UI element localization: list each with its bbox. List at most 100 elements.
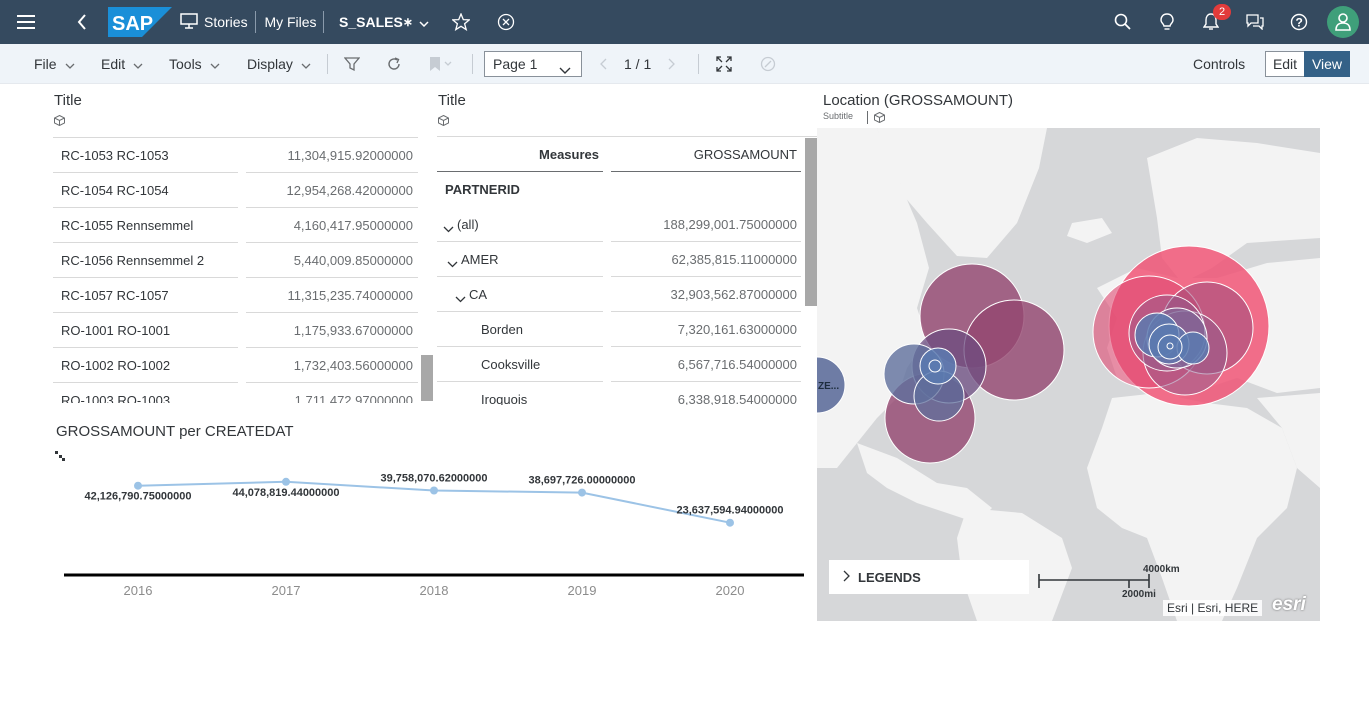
greenland-land — [877, 128, 1047, 258]
data-point — [726, 518, 734, 527]
table-row[interactable]: Iroquois 6,338,918.54000000 — [437, 382, 807, 405]
edit-mode-button[interactable]: Edit — [1265, 51, 1305, 77]
back-icon[interactable] — [66, 0, 98, 44]
row-name-cell: RC-1057 RC-1057 — [61, 288, 169, 303]
table-row[interactable]: Borden 7,320,161.63000000 — [437, 312, 807, 347]
favorite-star-icon[interactable] — [449, 0, 473, 44]
close-story-icon[interactable] — [494, 0, 518, 44]
row-value-cell: 1,175,933.67000000 — [293, 323, 413, 338]
row-divider — [246, 277, 418, 278]
page-select[interactable]: Page 1 — [484, 51, 582, 77]
table-row[interactable]: AMER 62,385,815.11000000 — [437, 242, 807, 277]
row-value-cell: 188,299,001.75000000 — [663, 217, 797, 232]
row-name-cell: RC-1054 RC-1054 — [61, 183, 169, 198]
bubble-label: ZE... — [818, 381, 839, 392]
row-value-cell: 62,385,815.11000000 — [671, 252, 797, 267]
row-divider — [437, 276, 603, 277]
chevron-down-icon[interactable] — [455, 291, 466, 306]
table2-header: Measures GROSSAMOUNT — [437, 137, 807, 172]
table-row[interactable]: RO-1003 RO-1003 1,711,472.97000000 — [53, 383, 418, 403]
view-mode-button[interactable]: View — [1304, 51, 1350, 77]
table2-scrollbar[interactable] — [805, 138, 817, 306]
row-name-cell: Borden — [481, 322, 523, 337]
row-divider — [246, 312, 418, 313]
toolbar-separator — [698, 54, 699, 74]
fullscreen-icon[interactable] — [716, 44, 732, 84]
help-icon[interactable]: ? — [1287, 0, 1311, 44]
map-subtitle: Subtitle — [823, 111, 854, 121]
row-name-cell: AMER — [461, 252, 499, 267]
row-divider — [53, 277, 238, 278]
table-row[interactable]: (all) 188,299,001.75000000 — [437, 207, 807, 242]
table-row[interactable]: RO-1002 RO-1002 1,732,403.56000000 — [53, 348, 418, 383]
toolbar-separator — [327, 54, 328, 74]
my-files-link[interactable]: My Files — [264, 14, 317, 30]
chevron-down-icon — [133, 56, 143, 72]
table-row[interactable]: RO-1001 RO-1001 1,175,933.67000000 — [53, 313, 418, 348]
row-divider — [246, 242, 418, 243]
data-label: 42,126,790.75000000 — [84, 491, 191, 503]
stories-link[interactable]: Stories — [180, 0, 250, 44]
x-tick-label: 2017 — [272, 583, 301, 598]
shell-bar: SAP Stories My Files S_SALES ∗ 2 ? — [0, 0, 1369, 44]
table-row[interactable]: RC-1055 Rennsemmel 4,160,417.95000000 — [53, 208, 418, 243]
refresh-icon[interactable] — [386, 44, 402, 84]
geo-map[interactable]: ZE... 4000km 2000mi Esri | Esri, HERE es… — [817, 128, 1320, 621]
legends-toggle[interactable]: LEGENDS — [829, 560, 1029, 594]
story-title-menu[interactable]: S_SALES ∗ — [339, 0, 434, 44]
table-row[interactable]: RC-1057 RC-1057 11,315,235.74000000 — [53, 278, 418, 313]
chevron-down-icon[interactable] — [443, 221, 454, 236]
table-row[interactable]: RC-1056 Rennsemmel 2 5,440,009.85000000 — [53, 243, 418, 278]
table-row[interactable]: CA 32,903,562.87000000 — [437, 277, 807, 312]
controls-button[interactable]: Controls — [1193, 56, 1246, 72]
sap-logo[interactable]: SAP — [107, 0, 173, 44]
next-page-icon[interactable] — [668, 44, 676, 84]
x-tick-label: 2016 — [124, 583, 153, 598]
menu-icon[interactable] — [10, 0, 42, 44]
chevron-down-icon[interactable] — [447, 256, 458, 271]
measures-header: Measures — [539, 147, 599, 162]
display-menu[interactable]: Display — [247, 44, 311, 84]
row-name-cell: RO-1002 RO-1002 — [61, 358, 171, 373]
row-value-cell: 1,711,472.97000000 — [294, 393, 413, 403]
row-value-cell: 32,903,562.87000000 — [670, 287, 797, 302]
table1-top-line — [53, 137, 418, 138]
row-name-cell: RC-1053 RC-1053 — [61, 148, 169, 163]
svg-text:?: ? — [1296, 16, 1303, 30]
row-divider — [437, 241, 603, 242]
row-value-cell: 4,160,417.95000000 — [293, 218, 413, 233]
edit-menu[interactable]: Edit — [101, 44, 143, 84]
x-tick-label: 2019 — [568, 583, 597, 598]
file-menu[interactable]: File — [34, 44, 75, 84]
header-line — [611, 171, 801, 172]
map-attribution[interactable]: Esri | Esri, HERE — [1163, 600, 1263, 616]
row-name-cell: RO-1001 RO-1001 — [61, 323, 171, 338]
file-menu-label: File — [34, 56, 57, 72]
filter-icon[interactable] — [344, 44, 360, 84]
table-row[interactable]: Cooksville 6,567,716.54000000 — [437, 347, 807, 382]
map-canvas: ZE... 4000km 2000mi — [817, 128, 1320, 621]
data-point — [578, 488, 586, 497]
lightbulb-icon[interactable] — [1155, 0, 1179, 44]
grossamount-header: GROSSAMOUNT — [693, 147, 797, 162]
row-divider — [246, 347, 418, 348]
table1-scrollbar[interactable] — [421, 355, 433, 401]
unsaved-indicator: ∗ — [402, 15, 413, 29]
chat-icon[interactable] — [1243, 0, 1267, 44]
table-row[interactable]: RC-1053 RC-1053 11,304,915.92000000 — [53, 138, 418, 173]
presentation-icon — [180, 12, 198, 32]
row-value-cell: 5,440,009.85000000 — [293, 253, 413, 268]
previous-page-icon[interactable] — [599, 44, 607, 84]
chevron-right-icon — [843, 570, 850, 585]
row-value-cell: 11,315,235.74000000 — [287, 288, 413, 303]
row-divider — [246, 382, 418, 383]
data-label: 23,637,594.94000000 — [676, 505, 783, 517]
table-row[interactable]: RC-1054 RC-1054 12,954,268.42000000 — [53, 173, 418, 208]
row-divider — [437, 346, 603, 347]
tools-menu[interactable]: Tools — [169, 44, 220, 84]
user-avatar[interactable] — [1327, 6, 1359, 38]
row-divider — [611, 276, 801, 277]
chevron-down-icon — [65, 56, 75, 72]
esri-logo: esri — [1272, 594, 1306, 615]
search-icon[interactable] — [1111, 0, 1135, 44]
